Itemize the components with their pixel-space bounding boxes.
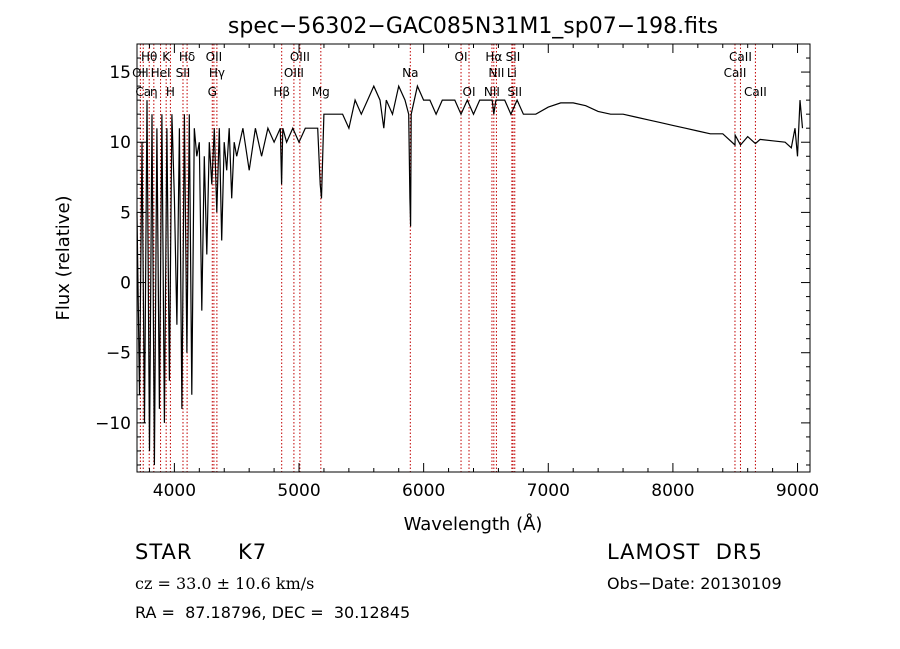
line-marker-label: Na (402, 66, 418, 80)
spectrum-line (136, 84, 804, 466)
line-marker-label: H (166, 85, 175, 99)
y-tick-label: 15 (109, 63, 131, 83)
line-marker-label: Li (507, 66, 517, 80)
y-axis-label: Flux (relative) (53, 195, 74, 320)
line-marker-label: CaII (729, 50, 752, 64)
line-marker-label: NII (488, 66, 504, 80)
line-marker-label: OIII (284, 66, 304, 80)
line-marker-label: NII (484, 85, 500, 99)
line-marker-label: OIII (290, 50, 310, 64)
object-class: STAR (135, 540, 193, 564)
line-marker-label: OI (455, 50, 468, 64)
x-tick-label: 6000 (402, 481, 445, 501)
line-marker-label: Hδ (179, 50, 195, 64)
y-axis: −10 −5 0 5 10 15 (95, 57, 810, 466)
line-marker-label: SII (176, 66, 191, 80)
survey-name: LAMOST DR5 (607, 540, 763, 564)
line-marker-label: K (162, 50, 171, 64)
y-tick-label: 10 (109, 133, 131, 153)
y-tick-label: −5 (106, 344, 131, 364)
x-tick-label: 7000 (527, 481, 570, 501)
x-tick-label: 9000 (776, 481, 819, 501)
observation-date: Obs−Date: 20130109 (607, 574, 782, 593)
line-marker-label: OII (132, 66, 149, 80)
x-axis: 4000 5000 6000 7000 8000 9000 (148, 44, 819, 501)
y-tick-label: 0 (120, 274, 131, 294)
line-marker-label: Hγ (209, 66, 225, 80)
line-marker-label: OI (463, 85, 476, 99)
line-marker-label: CaII (744, 85, 767, 99)
x-tick-label: 8000 (651, 481, 694, 501)
coordinates: RA = 87.18796, DEC = 30.12845 (135, 603, 411, 622)
line-marker-group (139, 44, 756, 472)
line-marker-label: SII (507, 85, 522, 99)
line-marker-label: CaII (724, 66, 747, 80)
plot-frame (136, 43, 811, 473)
line-marker-label: Ca (135, 85, 151, 99)
line-marker-label: Mg (312, 85, 330, 99)
y-tick-label: −10 (95, 414, 131, 434)
line-marker-label: HeI (151, 66, 171, 80)
chart-title: spec−56302−GAC085N31M1_sp07−198.fits (228, 14, 718, 39)
redshift-velocity: cz = 33.0 ± 10.6 km/s (135, 574, 315, 593)
x-tick-label: 4000 (153, 481, 196, 501)
line-marker-label: Hβ (273, 85, 290, 99)
line-marker-label: SII (506, 50, 521, 64)
line-marker-label: G (208, 85, 217, 99)
object-subclass: K7 (238, 540, 268, 564)
line-marker-label: Hθ (141, 50, 157, 64)
y-tick-label: 5 (120, 203, 131, 223)
line-marker-label: η (150, 85, 158, 99)
line-marker-label: Hα (485, 50, 502, 64)
x-tick-label: 5000 (277, 481, 320, 501)
x-axis-label: Wavelength (Å) (404, 513, 543, 535)
line-marker-label: OII (206, 50, 223, 64)
